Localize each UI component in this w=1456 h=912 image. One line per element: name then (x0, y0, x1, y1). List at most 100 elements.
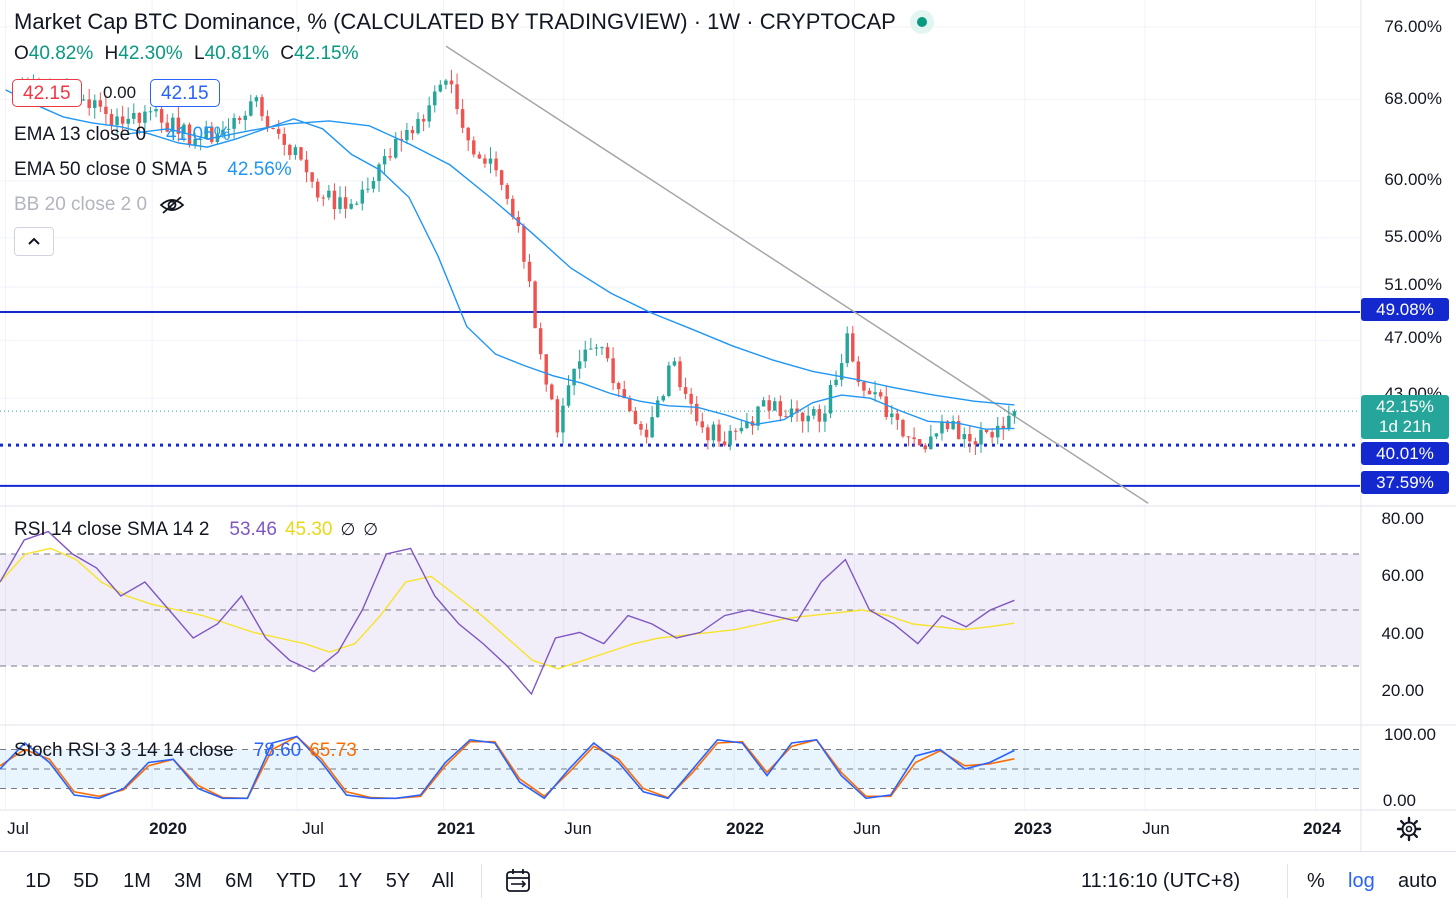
candle-body (483, 158, 487, 164)
price-tag-low-support[interactable]: 37.59% (1361, 471, 1449, 494)
price-axis-label: 60.00% (1384, 170, 1442, 189)
gear-icon (1396, 816, 1422, 846)
calendar-range-icon[interactable] (505, 868, 531, 899)
price-tag-last[interactable]: 42.15% 1d 21h (1361, 395, 1449, 439)
candle-body (700, 421, 705, 428)
candle-body (427, 105, 431, 122)
candle-body (533, 281, 537, 329)
candle-body (1012, 411, 1017, 416)
candle-body (934, 433, 939, 437)
market-status-icon[interactable] (909, 10, 934, 34)
price-tag-support[interactable]: 40.01% (1361, 442, 1449, 465)
candle-body (722, 441, 727, 446)
price-tag-resistance[interactable]: 49.08% (1361, 298, 1449, 321)
timeframe-6m-button[interactable]: 6M (225, 870, 253, 892)
candle-body (315, 181, 320, 198)
rsi-value: 53.46 (229, 519, 277, 540)
candle-body (148, 111, 153, 113)
timeframe-3m-button[interactable]: 3M (174, 870, 202, 892)
buy-price-button[interactable]: 42.15 (150, 79, 220, 107)
stoch-label: Stoch RSI 3 3 14 14 close (14, 740, 234, 761)
stoch-k-value: 78.60 (253, 740, 302, 761)
timeframe-5y-button[interactable]: 5Y (385, 870, 411, 892)
sell-price-button[interactable]: 42.15 (12, 79, 82, 107)
candle-body (87, 99, 91, 108)
price-axis-label: 55.00% (1384, 227, 1442, 246)
candle-body (126, 118, 130, 124)
rsi-line (0, 530, 1015, 696)
chart-canvas[interactable] (0, 0, 1456, 851)
candle-body (734, 430, 738, 432)
trend-line (445, 45, 1149, 504)
price-tag-last-countdown: 1d 21h (1379, 417, 1431, 436)
collapse-legend-button[interactable] (14, 227, 54, 256)
candle-body (862, 381, 866, 391)
candle-body (338, 197, 342, 210)
ohlc-high-value: 42.30% (118, 43, 183, 64)
time-axis-label: 2020 (149, 819, 187, 838)
candle-body (137, 113, 142, 123)
candle-body (767, 400, 771, 411)
ohlc-open-label: O (14, 43, 29, 64)
candle-body (327, 190, 331, 198)
rsi-legend[interactable]: RSI 14 close SMA 14 2 53.46 45.30 ∅ ∅ (14, 519, 378, 541)
ohlc-low-value: 40.81% (204, 43, 270, 64)
stoch-legend[interactable]: Stoch RSI 3 3 14 14 close 78.60 65.73 (14, 740, 357, 762)
candle-body (243, 115, 247, 120)
candle-body (806, 415, 810, 422)
candle-body (433, 91, 437, 106)
candle-body (639, 423, 643, 430)
candle-body (711, 424, 716, 441)
bottom-toolbar: 1D 5D 1M 3M 6M YTD 1Y 5Y All 11:16:10 (U… (0, 851, 1456, 912)
candle-body (689, 393, 693, 404)
ema50-legend[interactable]: EMA 50 close 0 SMA 5 42.56% (14, 159, 292, 181)
candle-body (360, 189, 365, 204)
chart-settings-button[interactable] (1396, 816, 1422, 842)
candle-body (655, 400, 660, 418)
candle-body (784, 416, 788, 418)
timeframe-5d-button[interactable]: 5D (73, 870, 99, 892)
percent-scale-toggle[interactable]: % (1307, 870, 1325, 892)
candle-body (756, 406, 760, 426)
candle-body (594, 347, 599, 349)
candle-body (589, 348, 593, 350)
rsi-axis-label: 40.00 (1381, 624, 1424, 643)
candle-body (628, 398, 632, 411)
timeframe-1d-button[interactable]: 1D (25, 870, 51, 892)
candle-body (717, 424, 721, 442)
candle-body (678, 361, 682, 388)
candle-body (845, 333, 849, 364)
candle-body (672, 361, 677, 366)
eye-off-icon[interactable] (159, 195, 185, 215)
rsi-axis-label: 20.00 (1381, 681, 1424, 700)
auto-scale-toggle[interactable]: auto (1398, 870, 1437, 892)
candle-body (226, 128, 231, 130)
candle-body (421, 118, 426, 122)
stoch-axis-label: 100.00 (1384, 725, 1436, 744)
candle-body (522, 225, 526, 262)
timeframe-all-button[interactable]: All (431, 870, 455, 892)
timeframe-1y-button[interactable]: 1Y (337, 870, 363, 892)
candle-body (416, 118, 420, 134)
candle-body (962, 434, 966, 440)
candle-body (622, 389, 626, 399)
rsi-axis-label: 60.00 (1381, 566, 1424, 585)
ema50-label: EMA 50 close 0 SMA 5 (14, 159, 208, 180)
candle-body (388, 156, 392, 158)
log-scale-toggle[interactable]: log (1348, 870, 1375, 892)
candle-body (633, 410, 638, 424)
clock-timezone[interactable]: 11:16:10 (UTC+8) (1081, 870, 1241, 892)
candle-body (773, 401, 777, 411)
time-axis-label: Jun (853, 819, 881, 838)
stoch-k-line (0, 735, 1015, 800)
bb-legend[interactable]: BB 20 close 2 0 (14, 194, 185, 216)
timeframe-1m-button[interactable]: 1M (123, 870, 151, 892)
ema13-legend[interactable]: EMA 13 close 0 41.05% (14, 124, 230, 146)
rsi-sma-line (0, 547, 1015, 670)
candle-body (165, 122, 169, 132)
candle-body (193, 138, 197, 146)
candle-body (204, 126, 208, 139)
timeframe-ytd-button[interactable]: YTD (276, 870, 316, 892)
candle-body (254, 97, 259, 102)
candle-body (472, 140, 476, 155)
